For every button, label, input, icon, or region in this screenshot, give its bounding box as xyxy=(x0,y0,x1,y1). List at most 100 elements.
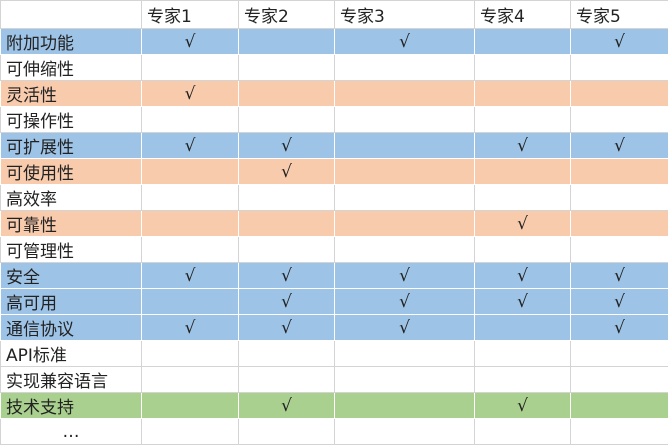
empty-cell[interactable] xyxy=(335,211,475,237)
check-mark-cell[interactable]: √ xyxy=(571,133,668,159)
row-label-cell[interactable]: 灵活性 xyxy=(1,81,142,107)
row-label-cell[interactable]: … xyxy=(1,419,142,445)
check-mark-cell[interactable]: √ xyxy=(142,81,239,107)
check-mark-cell[interactable]: √ xyxy=(239,315,335,341)
check-mark-cell[interactable]: √ xyxy=(142,133,239,159)
empty-cell[interactable] xyxy=(335,185,475,211)
empty-cell[interactable] xyxy=(475,419,571,445)
empty-cell[interactable] xyxy=(571,55,668,81)
row-label-cell[interactable]: API标准 xyxy=(1,341,142,367)
check-mark-cell[interactable]: √ xyxy=(142,315,239,341)
empty-cell[interactable] xyxy=(142,367,239,393)
row-label-cell[interactable]: 通信协议 xyxy=(1,315,142,341)
empty-cell[interactable] xyxy=(335,133,475,159)
column-header-expert-5[interactable]: 专家5 xyxy=(571,1,668,29)
row-label-cell[interactable]: 高可用 xyxy=(1,289,142,315)
column-header-expert-4[interactable]: 专家4 xyxy=(475,1,571,29)
empty-cell[interactable] xyxy=(475,185,571,211)
empty-cell[interactable] xyxy=(142,393,239,419)
row-label-cell[interactable]: 可管理性 xyxy=(1,237,142,263)
check-mark-cell[interactable]: √ xyxy=(475,289,571,315)
empty-cell[interactable] xyxy=(142,107,239,133)
row-label-cell[interactable]: 可靠性 xyxy=(1,211,142,237)
check-mark-cell[interactable]: √ xyxy=(475,393,571,419)
empty-cell[interactable] xyxy=(571,81,668,107)
check-mark-cell[interactable]: √ xyxy=(335,315,475,341)
row-label-cell[interactable]: 附加功能 xyxy=(1,29,142,55)
empty-cell[interactable] xyxy=(335,159,475,185)
empty-cell[interactable] xyxy=(142,55,239,81)
check-mark-cell[interactable]: √ xyxy=(335,289,475,315)
empty-cell[interactable] xyxy=(239,419,335,445)
column-header-expert-3[interactable]: 专家3 xyxy=(335,1,475,29)
empty-cell[interactable] xyxy=(571,393,668,419)
check-mark-cell[interactable]: √ xyxy=(571,29,668,55)
row-label-cell[interactable]: 可操作性 xyxy=(1,107,142,133)
empty-cell[interactable] xyxy=(571,159,668,185)
row-label-cell[interactable]: 安全 xyxy=(1,263,142,289)
check-mark-cell[interactable]: √ xyxy=(475,133,571,159)
empty-cell[interactable] xyxy=(142,341,239,367)
empty-cell[interactable] xyxy=(335,107,475,133)
check-mark-cell[interactable]: √ xyxy=(239,289,335,315)
check-mark-cell[interactable]: √ xyxy=(475,263,571,289)
check-mark-cell[interactable]: √ xyxy=(142,29,239,55)
empty-cell[interactable] xyxy=(335,419,475,445)
empty-cell[interactable] xyxy=(571,107,668,133)
check-mark-cell[interactable]: √ xyxy=(571,263,668,289)
empty-cell[interactable] xyxy=(239,55,335,81)
empty-cell[interactable] xyxy=(475,315,571,341)
empty-cell[interactable] xyxy=(475,237,571,263)
row-label-cell[interactable]: 可扩展性 xyxy=(1,133,142,159)
row-label-cell[interactable]: 可伸缩性 xyxy=(1,55,142,81)
check-mark-cell[interactable]: √ xyxy=(571,289,668,315)
empty-cell[interactable] xyxy=(475,81,571,107)
empty-cell[interactable] xyxy=(142,419,239,445)
empty-cell[interactable] xyxy=(142,237,239,263)
header-corner-cell[interactable] xyxy=(1,1,142,29)
row-label-cell[interactable]: 可使用性 xyxy=(1,159,142,185)
column-header-expert-1[interactable]: 专家1 xyxy=(142,1,239,29)
empty-cell[interactable] xyxy=(475,341,571,367)
empty-cell[interactable] xyxy=(571,341,668,367)
empty-cell[interactable] xyxy=(335,81,475,107)
check-mark-cell[interactable]: √ xyxy=(335,263,475,289)
check-mark-cell[interactable]: √ xyxy=(142,263,239,289)
empty-cell[interactable] xyxy=(571,211,668,237)
row-label-cell[interactable]: 高效率 xyxy=(1,185,142,211)
empty-cell[interactable] xyxy=(335,367,475,393)
empty-cell[interactable] xyxy=(571,419,668,445)
column-header-expert-2[interactable]: 专家2 xyxy=(239,1,335,29)
empty-cell[interactable] xyxy=(239,81,335,107)
empty-cell[interactable] xyxy=(239,341,335,367)
empty-cell[interactable] xyxy=(239,367,335,393)
empty-cell[interactable] xyxy=(571,367,668,393)
empty-cell[interactable] xyxy=(239,29,335,55)
empty-cell[interactable] xyxy=(335,55,475,81)
empty-cell[interactable] xyxy=(475,107,571,133)
empty-cell[interactable] xyxy=(335,393,475,419)
empty-cell[interactable] xyxy=(475,159,571,185)
empty-cell[interactable] xyxy=(239,107,335,133)
empty-cell[interactable] xyxy=(571,237,668,263)
empty-cell[interactable] xyxy=(335,341,475,367)
empty-cell[interactable] xyxy=(239,185,335,211)
empty-cell[interactable] xyxy=(239,237,335,263)
empty-cell[interactable] xyxy=(475,29,571,55)
check-mark-cell[interactable]: √ xyxy=(571,315,668,341)
empty-cell[interactable] xyxy=(142,159,239,185)
check-mark-cell[interactable]: √ xyxy=(475,211,571,237)
empty-cell[interactable] xyxy=(475,367,571,393)
empty-cell[interactable] xyxy=(239,211,335,237)
check-mark-cell[interactable]: √ xyxy=(239,263,335,289)
check-mark-cell[interactable]: √ xyxy=(239,159,335,185)
empty-cell[interactable] xyxy=(335,237,475,263)
check-mark-cell[interactable]: √ xyxy=(239,133,335,159)
check-mark-cell[interactable]: √ xyxy=(335,29,475,55)
empty-cell[interactable] xyxy=(475,55,571,81)
check-mark-cell[interactable]: √ xyxy=(239,393,335,419)
empty-cell[interactable] xyxy=(142,211,239,237)
row-label-cell[interactable]: 技术支持 xyxy=(1,393,142,419)
row-label-cell[interactable]: 实现兼容语言 xyxy=(1,367,142,393)
empty-cell[interactable] xyxy=(571,185,668,211)
